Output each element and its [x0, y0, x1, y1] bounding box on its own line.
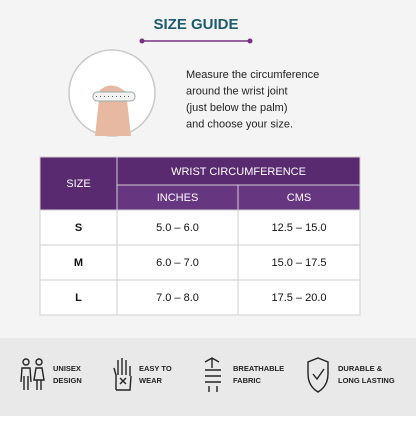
group-header: WRIST CIRCUMFERENCE — [171, 166, 306, 178]
title-divider — [139, 38, 253, 44]
feature-label: UNISEX — [53, 364, 81, 373]
feature-band — [0, 338, 416, 416]
feature-label: WEAR — [139, 376, 162, 385]
size-label: S — [75, 222, 82, 234]
instruction-line: around the wrist joint — [186, 85, 288, 97]
size-range: 5.0 – 6.0 — [156, 222, 199, 234]
sub-header: INCHES — [157, 192, 199, 204]
feature-label: DURABLE & — [338, 364, 383, 373]
feature-label: EASY TO — [139, 364, 172, 373]
feature-label: DESIGN — [53, 376, 82, 385]
feature-icons — [20, 357, 329, 393]
feature-label: LONG LASTING — [338, 376, 395, 385]
size-header: SIZE — [66, 178, 90, 190]
instruction-line: and choose your size. — [186, 118, 293, 130]
size-range: 6.0 – 7.0 — [156, 257, 199, 269]
feature-label: BREATHABLE — [233, 364, 284, 373]
size-label: M — [74, 257, 83, 269]
title: SIZE GUIDE — [153, 16, 238, 33]
size-table — [39, 156, 361, 316]
wrist-image — [68, 49, 156, 137]
sub-header: CMS — [287, 192, 311, 204]
size-range: 17.5 – 20.0 — [271, 292, 326, 304]
feature-label: FABRIC — [233, 376, 262, 385]
instruction-line: Measure the circumference — [186, 69, 319, 81]
size-range: 12.5 – 15.0 — [271, 222, 326, 234]
size-range: 15.0 – 17.5 — [271, 257, 326, 269]
size-label: L — [75, 292, 82, 304]
instruction-line: (just below the palm) — [186, 102, 288, 114]
size-range: 7.0 – 8.0 — [156, 292, 199, 304]
